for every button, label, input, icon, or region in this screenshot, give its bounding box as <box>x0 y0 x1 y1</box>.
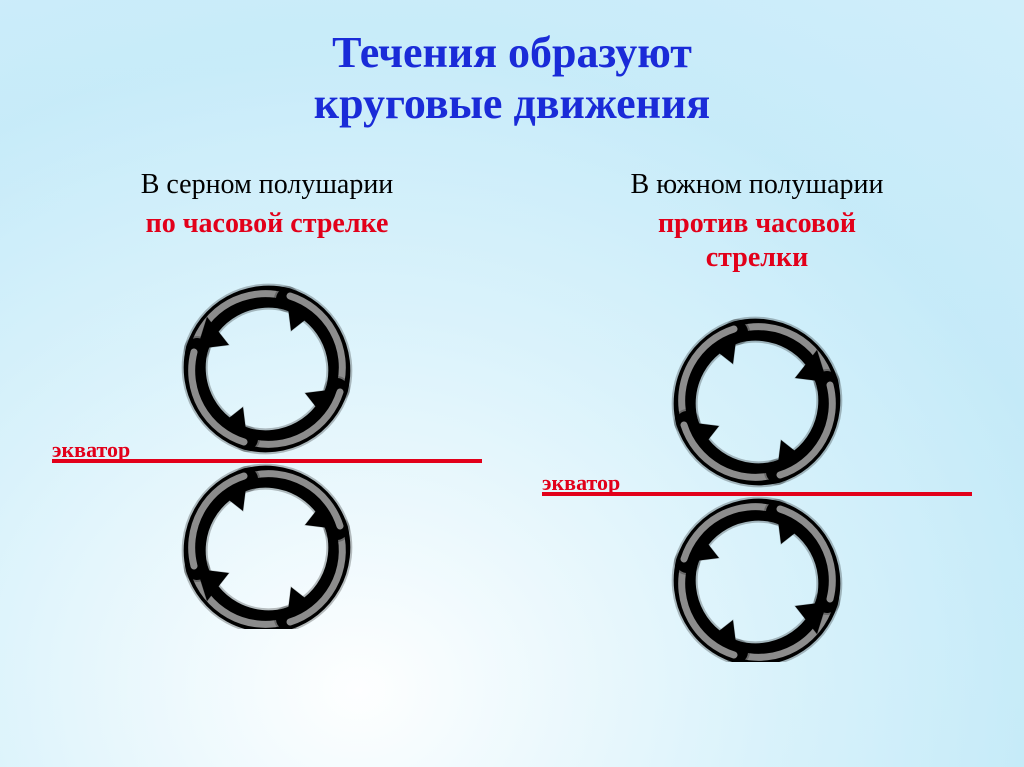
title-line-2: круговые движения <box>0 79 1024 130</box>
equator-line-icon <box>542 492 972 496</box>
right-top-gyre <box>682 327 833 478</box>
left-column: В серном полушарии по часовой стрелке <box>52 169 482 662</box>
right-gyres-svg <box>577 302 937 662</box>
right-column: В южном полушарии против часовой стрелки <box>542 169 972 662</box>
left-direction: по часовой стрелке <box>52 207 482 241</box>
right-direction: против часовой стрелки <box>542 207 972 274</box>
title-line-1: Течения образуют <box>0 28 1024 79</box>
right-subtitle: В южном полушарии <box>542 169 972 201</box>
columns: В серном полушарии по часовой стрелке <box>0 169 1024 662</box>
right-direction-line1: против часовой <box>542 207 972 241</box>
left-subtitle: В серном полушарии <box>52 169 482 201</box>
page-title: Течения образуют круговые движения <box>0 0 1024 129</box>
left-gyres-svg <box>87 269 447 629</box>
right-bottom-gyre <box>682 507 833 658</box>
left-top-gyre <box>192 293 343 444</box>
right-diagram: экватор <box>542 302 972 662</box>
left-bottom-gyre <box>192 473 343 624</box>
left-diagram: экватор <box>52 269 482 629</box>
right-direction-line2: стрелки <box>542 241 972 275</box>
equator-line-icon <box>52 459 482 463</box>
